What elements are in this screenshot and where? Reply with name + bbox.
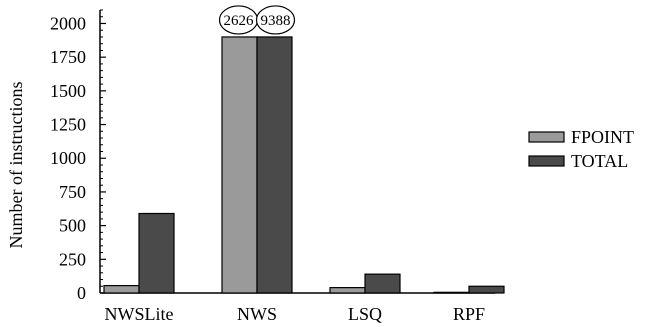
bar-fpoint-nwslite xyxy=(103,284,140,294)
bar-total-nwslite xyxy=(138,212,175,294)
y-tick-label: 1750 xyxy=(50,47,86,67)
x-tick-label: RPF xyxy=(453,304,485,324)
callout-value-label: 9388 xyxy=(261,13,291,29)
x-tick-label: LSQ xyxy=(348,304,382,324)
y-tick-label: 500 xyxy=(59,216,86,236)
legend: FPOINT TOTAL xyxy=(528,127,634,171)
bar-total-rpf xyxy=(468,285,505,294)
callout-value-label: 2626 xyxy=(224,13,255,29)
y-tick-label: 2000 xyxy=(50,13,86,33)
x-tick-label: NWSLite xyxy=(105,304,174,324)
y-tick-label: 0 xyxy=(77,283,86,303)
bars xyxy=(103,36,505,294)
y-tick-label: 1250 xyxy=(50,115,86,135)
legend-label: FPOINT xyxy=(571,127,634,147)
y-axis: 0 250 500 750 1000 1250 1500 1750 2000 xyxy=(50,9,106,303)
legend-swatch-total xyxy=(528,155,565,167)
bar-fpoint-lsq xyxy=(329,287,366,294)
y-tick-label: 750 xyxy=(59,182,86,202)
bar-fpoint-rpf xyxy=(433,291,470,294)
bar-total-lsq xyxy=(364,273,401,294)
y-tick-label: 1500 xyxy=(50,81,86,101)
x-axis: NWSLite NWS LSQ RPF xyxy=(100,292,495,324)
callout-ellipse xyxy=(255,5,296,35)
bar-fpoint-nws xyxy=(221,36,258,294)
legend-label: TOTAL xyxy=(571,151,628,171)
legend-swatch-fpoint xyxy=(528,131,565,143)
y-axis-title: Number of instructions xyxy=(6,82,26,249)
y-tick-label: 250 xyxy=(59,249,86,269)
clipped-value-callouts: 2626 9388 xyxy=(218,5,296,35)
x-tick-label: NWS xyxy=(237,304,277,324)
y-tick-label: 1000 xyxy=(50,148,86,168)
bar-total-nws xyxy=(256,36,293,294)
